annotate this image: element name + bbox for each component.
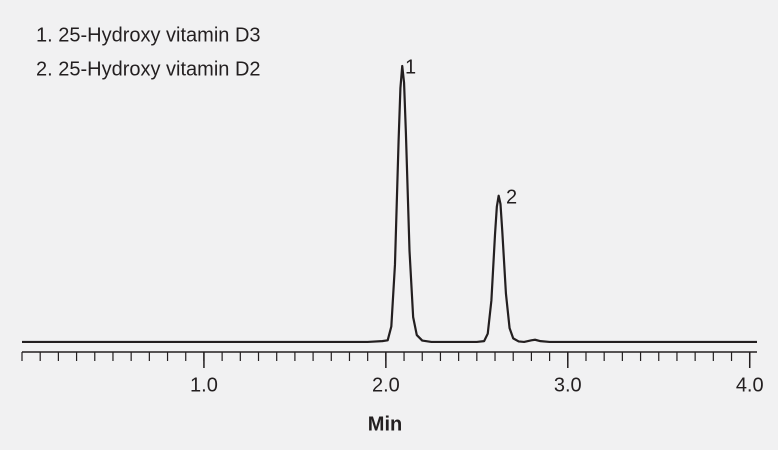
x-tick-label: 3.0: [554, 374, 582, 396]
chromatogram-line: [22, 64, 757, 344]
legend-line: 1. 25-Hydroxy vitamin D3: [36, 24, 261, 46]
peak-label: 1: [405, 56, 416, 78]
peak-label: 2: [506, 186, 517, 208]
x-tick-label: 2.0: [372, 374, 400, 396]
legend-line: 2. 25-Hydroxy vitamin D2: [36, 58, 261, 80]
x-tick-label: 4.0: [736, 374, 764, 396]
x-tick-label: 1.0: [190, 374, 218, 396]
x-axis-label: Min: [368, 413, 402, 435]
